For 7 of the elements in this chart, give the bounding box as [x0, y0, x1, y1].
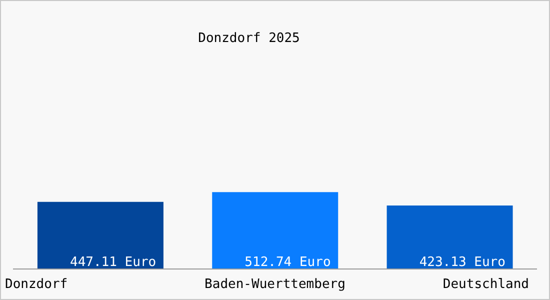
x-tick-label: Deutschland — [442, 277, 529, 292]
data-label: 512.74 Euro — [244, 255, 331, 270]
chart-title: Donzdorf 2025 — [197, 31, 301, 46]
x-tick-label: Donzdorf — [5, 277, 68, 292]
data-label: 447.11 Euro — [70, 255, 156, 270]
data-label: 423.13 Euro — [419, 255, 506, 270]
x-tick-label: Baden-Wuerttemberg — [204, 277, 346, 292]
